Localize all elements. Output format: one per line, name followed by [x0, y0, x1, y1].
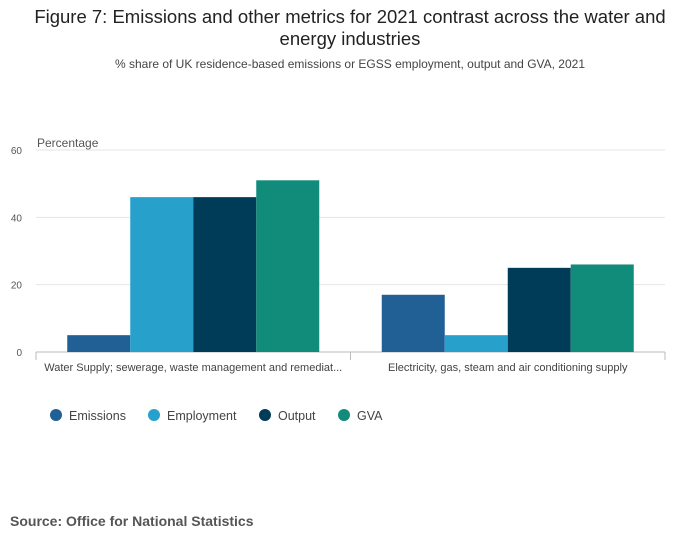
bar-output-1	[507, 267, 571, 352]
bar-gva-0	[256, 180, 320, 352]
legend-label-employment[interactable]: Employment	[167, 409, 237, 423]
bar-employment-0	[130, 197, 194, 352]
bar-emissions-0	[67, 335, 131, 352]
legend-marker-gva	[338, 409, 350, 421]
chart-subtitle: % share of UK residence-based emissions …	[114, 57, 586, 71]
legend-marker-employment	[148, 409, 160, 421]
legend-marker-output	[259, 409, 271, 421]
chart-title: Figure 7: Emissions and other metrics fo…	[34, 6, 666, 49]
legend-label-output[interactable]: Output	[278, 409, 316, 423]
y-tick-label: 20	[11, 281, 23, 292]
x-tick-label: Water Supply; sewerage, waste management…	[44, 362, 342, 374]
source-note: Source: Office for National Statistics	[10, 513, 254, 529]
legend-label-gva[interactable]: GVA	[357, 409, 383, 423]
y-tick-label: 40	[11, 213, 23, 224]
bar-emissions-1	[381, 294, 445, 352]
bar-gva-1	[570, 264, 634, 352]
bar-employment-1	[444, 335, 508, 352]
y-tick-label: 0	[16, 348, 22, 359]
legend-label-emissions[interactable]: Emissions	[69, 409, 126, 423]
legend-marker-emissions	[50, 409, 62, 421]
x-tick-label: Electricity, gas, steam and air conditio…	[388, 362, 628, 374]
bar-output-0	[193, 197, 257, 352]
y-axis-label: Percentage	[37, 136, 99, 150]
y-tick-label: 60	[11, 146, 23, 157]
